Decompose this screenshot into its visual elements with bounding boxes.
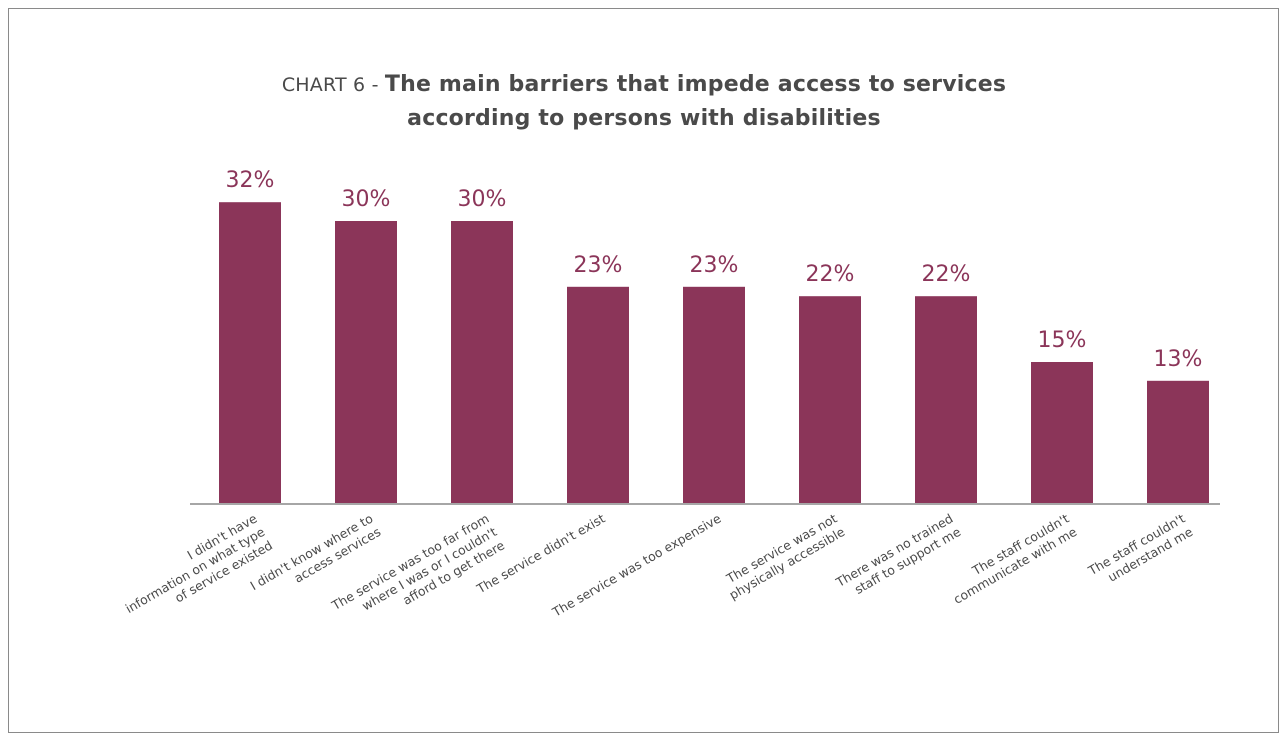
bar-8 xyxy=(1031,362,1093,503)
bar-2 xyxy=(335,221,397,503)
value-label-6: 22% xyxy=(806,262,855,287)
bar-4 xyxy=(567,286,629,503)
chart-title-line-2: according to persons with disabilities xyxy=(407,106,881,131)
chart-title: CHART 6 - The main barriers that impede … xyxy=(0,68,1288,136)
value-label-5: 23% xyxy=(690,253,739,278)
value-label-9: 13% xyxy=(1154,347,1203,372)
bar-9 xyxy=(1147,380,1209,503)
value-labels-group: 32% 30% 30% 23% 23% 22% 22% 15% 13% xyxy=(226,168,1203,372)
value-label-2: 30% xyxy=(342,187,391,212)
bar-5 xyxy=(683,286,745,503)
bar-1 xyxy=(219,202,281,503)
bar-6 xyxy=(799,296,861,503)
chart-title-prefix: CHART 6 - xyxy=(281,74,385,96)
value-label-7: 22% xyxy=(922,262,971,287)
bar-3 xyxy=(451,221,513,503)
bar-7 xyxy=(915,296,977,503)
value-label-1: 32% xyxy=(226,168,275,193)
chart-title-main: The main barriers that impede access to … xyxy=(384,72,1007,97)
value-label-3: 30% xyxy=(458,187,507,212)
value-label-8: 15% xyxy=(1038,328,1087,353)
chart-title-line-1: CHART 6 - The main barriers that impede … xyxy=(0,68,1288,102)
value-label-4: 23% xyxy=(574,253,623,278)
bars-group xyxy=(219,202,1209,503)
category-label-1-line-2: information on what type xyxy=(123,524,268,616)
